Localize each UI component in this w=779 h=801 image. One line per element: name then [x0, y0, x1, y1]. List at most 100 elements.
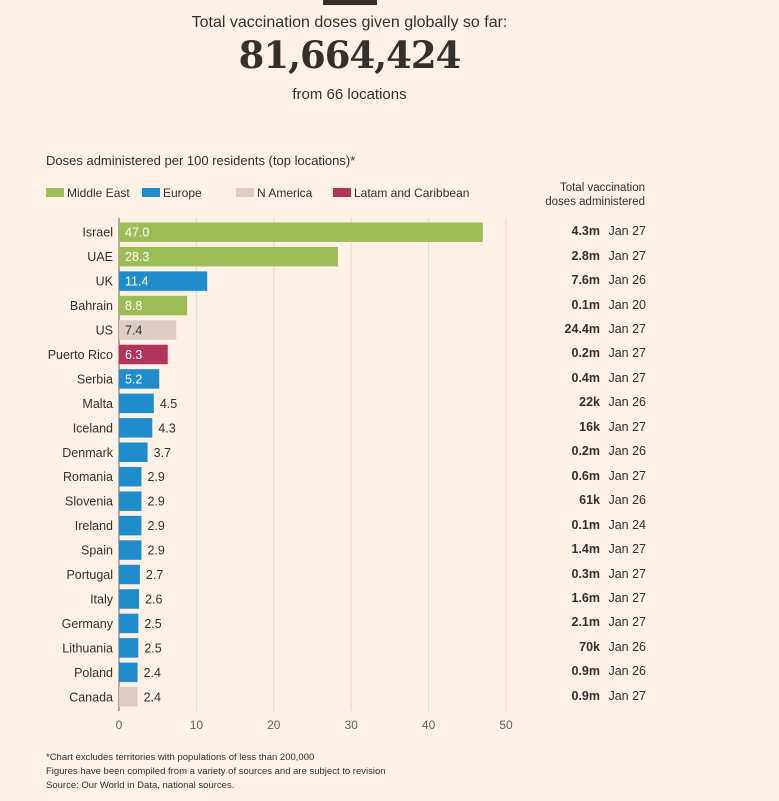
category-label: Romania [63, 470, 113, 484]
bar [119, 687, 138, 707]
table-row: 1.4m Jan 27 [520, 542, 647, 558]
doses-value: 0.9m [571, 688, 601, 703]
legend-label: Europe [163, 186, 202, 200]
top-accent-bar [323, 0, 377, 5]
data-label: 8.8 [125, 299, 142, 313]
total-doses-value: 81,664,424 [238, 33, 462, 77]
bar [119, 246, 339, 267]
total-doses-label: Total vaccination doses given globally s… [191, 14, 508, 31]
category-label: Slovenia [65, 495, 113, 509]
bar [119, 491, 142, 511]
bar [119, 295, 188, 316]
table-row: 0.9m Jan 26 [520, 664, 647, 680]
table-row: 1.6m Jan 27 [520, 591, 647, 607]
data-label: 6.3 [125, 348, 142, 362]
doses-value: 1.4m [571, 542, 601, 557]
locations-count: from 66 locations [292, 86, 407, 103]
doses-value: 22k [579, 395, 600, 410]
date-value: Jan 26 [608, 664, 646, 679]
doses-value: 0.6m [571, 468, 601, 483]
date-value: Jan 27 [608, 248, 646, 263]
table-row: 0.2m Jan 27 [520, 346, 647, 362]
data-label: 28.3 [125, 250, 149, 264]
category-label: Italy [90, 592, 114, 606]
doses-value: 7.6m [571, 273, 601, 288]
date-value: Jan 27 [608, 615, 646, 630]
table-header: Total vaccination doses administered [520, 181, 645, 209]
doses-value: 4.3m [571, 224, 601, 239]
bar [119, 393, 154, 414]
bar [119, 515, 142, 536]
bar [119, 540, 142, 560]
doses-value: 0.1m [571, 297, 601, 312]
category-label: Poland [74, 666, 113, 680]
bar [119, 369, 160, 389]
table-row: 0.9m Jan 27 [520, 688, 647, 705]
data-label: 2.4 [144, 666, 161, 680]
x-tick-label: 0 [116, 718, 123, 732]
data-label: 11.4 [125, 275, 148, 289]
date-value: Jan 24 [608, 517, 646, 532]
bar [119, 638, 139, 658]
data-label: 2.7 [146, 568, 163, 582]
table-row: 2.8m Jan 27 [520, 248, 647, 265]
x-tick-label: 40 [422, 718, 436, 732]
data-label: 2.9 [147, 544, 164, 558]
data-label: 2.9 [147, 470, 164, 484]
table-row: 2.1m Jan 27 [520, 615, 647, 631]
doses-value: 2.1m [571, 615, 601, 630]
bar [119, 344, 168, 365]
date-value: Jan 20 [608, 297, 646, 312]
doses-value: 2.8m [571, 248, 601, 263]
legend-swatch [333, 188, 351, 197]
table-row: 16k Jan 27 [520, 420, 646, 436]
date-value: Jan 26 [608, 273, 646, 288]
doses-value: 0.4m [571, 370, 601, 385]
category-label: UK [96, 275, 114, 289]
footer-note-exclusion: *Chart excludes territories with populat… [46, 752, 315, 763]
doses-value: 0.3m [571, 566, 601, 581]
category-label: Portugal [66, 568, 113, 582]
data-label: 4.5 [160, 397, 177, 411]
legend-label: Latam and Caribbean [354, 186, 470, 200]
table-header-line-1: Total vaccination [559, 182, 645, 194]
table-row: 0.1m Jan 24 [520, 517, 647, 534]
doses-value: 70k [579, 639, 600, 654]
doses-value: 0.1m [571, 517, 601, 532]
legend-label: N America [257, 186, 313, 200]
data-label: 47.0 [125, 226, 149, 240]
category-label: US [96, 324, 113, 338]
date-value: Jan 26 [608, 493, 646, 508]
bar [119, 589, 140, 609]
date-value: Jan 27 [608, 224, 646, 239]
date-value: Jan 27 [608, 468, 646, 483]
table-row: 22k Jan 26 [520, 395, 646, 411]
data-label: 3.7 [154, 446, 171, 460]
category-label: Iceland [73, 421, 113, 435]
legend-swatch [46, 188, 64, 197]
data-label: 2.4 [144, 690, 161, 704]
doses-value: 0.2m [571, 444, 601, 459]
data-label: 2.6 [145, 592, 162, 606]
footer-notes: *Chart excludes territories with populat… [46, 751, 386, 793]
bar [119, 418, 153, 438]
doses-value: 16k [579, 419, 600, 434]
data-label: 2.9 [147, 519, 164, 533]
date-value: Jan 27 [608, 346, 646, 361]
table-row: 0.3m Jan 27 [520, 566, 647, 583]
table-row: 7.6m Jan 26 [520, 273, 647, 289]
doses-value: 61k [579, 493, 600, 508]
date-value: Jan 27 [608, 542, 646, 557]
data-label: 7.4 [125, 324, 142, 338]
date-value: Jan 26 [608, 639, 646, 654]
date-value: Jan 27 [608, 322, 646, 337]
category-label: Ireland [75, 519, 113, 533]
data-label: 2.5 [144, 641, 161, 655]
doses-value: 0.2m [571, 346, 601, 361]
bar [119, 442, 148, 463]
category-label: Canada [69, 690, 113, 704]
category-label: UAE [87, 250, 113, 264]
x-tick-label: 20 [267, 718, 281, 732]
table-row: 0.2m Jan 26 [520, 444, 647, 460]
date-value: Jan 27 [608, 370, 646, 385]
